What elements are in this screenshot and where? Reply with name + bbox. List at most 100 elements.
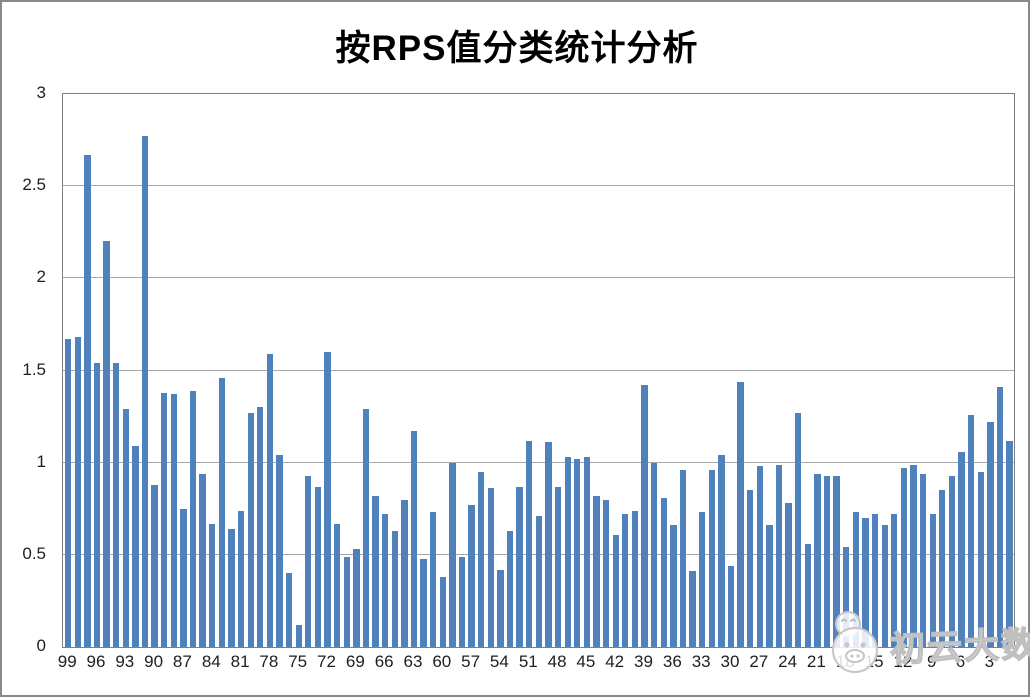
x-axis-label: 81 [230, 652, 250, 671]
bar [506, 530, 514, 647]
bar [727, 565, 735, 647]
bar [84, 154, 91, 647]
bar [257, 407, 264, 647]
bar [554, 486, 562, 647]
bar [823, 475, 831, 647]
x-axis-label: 99 [57, 652, 77, 671]
bar [305, 475, 312, 647]
bar [785, 503, 792, 647]
x-axis-label: 75 [288, 652, 308, 671]
x-axis: 99 96 93 90 87 84 81 78 75 72 69 66 63 60 57 54 51 48 45 42… [58, 652, 1022, 678]
bar [881, 525, 888, 647]
bar [718, 455, 725, 647]
bar [372, 495, 379, 647]
bar [122, 409, 129, 647]
bar [862, 517, 869, 647]
bar [843, 547, 850, 647]
bar [910, 464, 917, 647]
bar [708, 470, 715, 647]
x-axis-label: 96 [86, 652, 106, 671]
bar [497, 569, 504, 647]
bar [660, 497, 667, 647]
bar [737, 381, 744, 647]
bar [689, 571, 696, 647]
x-axis-label: 30 [720, 652, 740, 671]
x-axis-label: 9 [926, 652, 937, 671]
bar [891, 514, 898, 647]
x-axis-label: 6 [955, 652, 966, 671]
bar [756, 466, 763, 647]
bar [747, 490, 754, 647]
bar [919, 473, 927, 647]
gridline [63, 369, 1014, 371]
bar [218, 377, 226, 647]
x-axis-label: 84 [201, 652, 221, 671]
x-axis-label: 24 [778, 652, 798, 671]
x-axis-label: 48 [547, 652, 567, 671]
bar [410, 431, 418, 647]
bar [449, 462, 456, 647]
bar [458, 556, 466, 647]
x-axis-label: 93 [115, 652, 135, 671]
bar [161, 392, 168, 647]
bar [679, 470, 687, 647]
bar [583, 457, 591, 647]
x-axis-label: 87 [172, 652, 192, 671]
bar [170, 394, 177, 647]
y-axis-label: 3 [36, 83, 46, 102]
y-axis-label: 0.5 [22, 543, 46, 563]
x-axis-label: 3 [984, 652, 995, 671]
bar [132, 446, 139, 647]
x-axis-label: 51 [518, 652, 538, 671]
bar [199, 473, 206, 647]
bar [276, 455, 283, 647]
bar [180, 508, 187, 647]
x-axis-label: 21 [806, 652, 826, 671]
bar [535, 516, 543, 647]
bar [343, 556, 350, 647]
bar [852, 512, 860, 647]
bar [295, 624, 302, 647]
bar [948, 475, 956, 647]
bar [574, 458, 581, 647]
gridline [63, 185, 1014, 187]
bar [670, 525, 677, 647]
x-axis-label: 45 [576, 652, 596, 671]
bar [189, 390, 197, 647]
x-axis-label: 90 [144, 652, 164, 671]
bar [353, 549, 360, 647]
x-axis-label: 78 [259, 652, 279, 671]
x-axis-label: 72 [317, 652, 336, 671]
bar [833, 475, 840, 647]
bar [900, 468, 908, 647]
bar [151, 484, 158, 647]
bar [766, 525, 773, 647]
bar [631, 510, 639, 647]
gridline [63, 461, 1014, 463]
bar [237, 510, 245, 647]
bar [103, 241, 110, 647]
bar [564, 457, 571, 647]
bar [977, 471, 984, 647]
plot-area [62, 93, 1015, 648]
bar [401, 499, 408, 647]
bar [478, 471, 485, 647]
bar [420, 558, 427, 647]
bar [929, 514, 936, 647]
bar [362, 409, 370, 647]
bar [382, 514, 389, 647]
x-axis-label: 33 [691, 652, 711, 671]
bar [247, 412, 254, 647]
bar [958, 451, 965, 647]
bar [699, 512, 706, 647]
bar [314, 486, 322, 647]
y-axis: 0 0.5 1 1.5 2 2.5 3 [2, 84, 54, 655]
bar [439, 576, 446, 647]
bar [285, 573, 293, 647]
x-axis-label: 54 [489, 652, 509, 671]
bar [468, 505, 475, 647]
bar [391, 530, 398, 647]
gridline [63, 277, 1014, 279]
bar [871, 514, 879, 647]
bar [996, 387, 1004, 647]
